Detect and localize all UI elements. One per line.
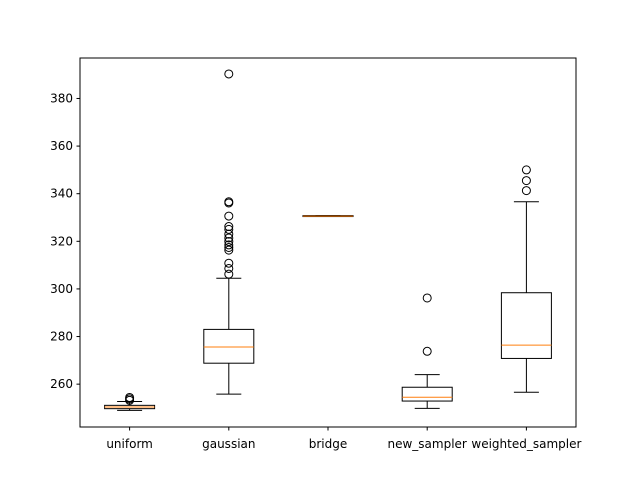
outlier-point (224, 240, 234, 250)
outlier-point (224, 222, 234, 232)
x-tick-label: new_sampler (388, 437, 467, 451)
outlier-point (224, 269, 234, 279)
outlier-point (422, 293, 432, 303)
outlier-point (521, 165, 531, 175)
box-new-sampler (401, 293, 453, 409)
outlier-point (521, 176, 531, 186)
outlier-point (125, 392, 135, 402)
box-body (500, 292, 552, 359)
outlier-point (224, 237, 234, 247)
outlier-point (224, 233, 234, 243)
box-body (401, 386, 453, 402)
x-tick-label: uniform (106, 437, 153, 451)
outlier-point (224, 258, 234, 268)
outlier-point (224, 263, 234, 273)
outlier-point (422, 346, 432, 356)
box-weighted-sampler (500, 165, 552, 393)
outlier-point (224, 197, 234, 207)
outlier-point (224, 69, 234, 79)
x-tick-label: gaussian (202, 437, 255, 451)
y-tick-label: 300 (50, 282, 73, 296)
x-axis: uniform gaussian bridge new_sampler weighted… (106, 427, 581, 451)
outlier-point (224, 245, 234, 255)
box-body (203, 328, 255, 364)
y-tick-label: 320 (50, 234, 73, 248)
box-gaussian (203, 69, 255, 395)
y-tick-label: 280 (50, 330, 73, 344)
outlier-point (224, 211, 234, 221)
outlier-point (224, 224, 234, 234)
box-uniform (104, 392, 156, 411)
y-tick-label: 380 (50, 91, 73, 105)
y-tick-label: 360 (50, 139, 73, 153)
y-tick-label: 340 (50, 187, 73, 201)
box-bridge (302, 215, 354, 218)
x-tick-label: weighted_sampler (471, 437, 581, 451)
x-tick-label: bridge (309, 437, 348, 451)
y-tick-label: 260 (50, 377, 73, 391)
plot-area (104, 69, 552, 411)
outlier-point (521, 186, 531, 196)
outlier-point (224, 242, 234, 252)
y-axis: 260 280 300 320 340 360 380 (50, 91, 80, 391)
